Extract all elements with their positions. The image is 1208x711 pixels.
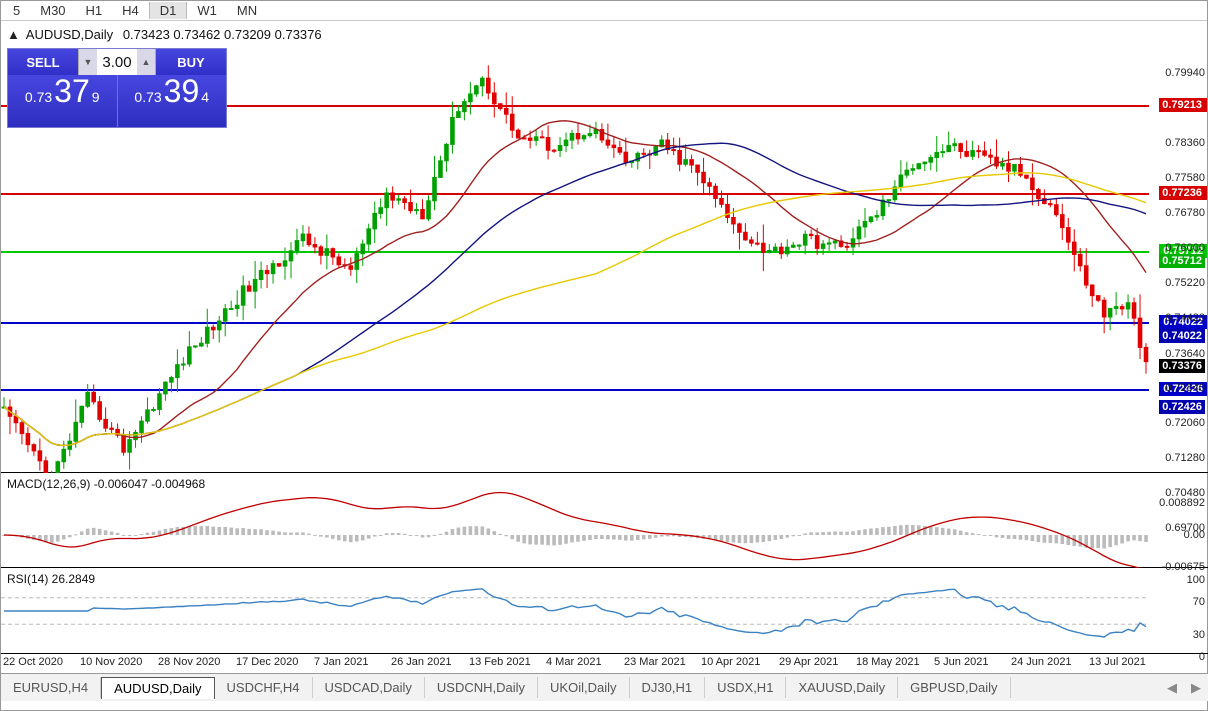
price-tick: 0.79940 — [1165, 67, 1205, 79]
price-tick: 0.72840 — [1165, 382, 1205, 394]
timeframe-w1[interactable]: W1 — [187, 2, 227, 19]
symbol-tab-gbpusd-daily[interactable]: GBPUSD,Daily — [898, 677, 1010, 698]
macd-panel: MACD(12,26,9) -0.006047 -0.004968 0.0088… — [1, 473, 1208, 568]
rsi-title: RSI(14) 26.2849 — [7, 572, 95, 586]
date-axis-tick: 13 Feb 2021 — [469, 656, 531, 668]
sell-button[interactable]: SELL — [8, 49, 78, 75]
symbol-tab-xauusd-daily[interactable]: XAUUSD,Daily — [786, 677, 898, 698]
date-axis-tick: 13 Jul 2021 — [1089, 656, 1146, 668]
price-tick: 0.76000 — [1165, 242, 1205, 254]
macd-axis-tick: 0.008892 — [1159, 497, 1205, 509]
rsi-axis-tick: 100 — [1187, 574, 1205, 586]
timeframe-m30[interactable]: M30 — [30, 2, 75, 19]
date-axis-tick: 10 Apr 2021 — [701, 656, 760, 668]
rsi-axis-tick: 70 — [1193, 596, 1205, 608]
price-tick: 0.72060 — [1165, 417, 1205, 429]
price-tick: 0.79213 — [1159, 98, 1205, 112]
timeframe-mn[interactable]: MN — [227, 2, 267, 19]
date-axis-tick: 26 Jan 2021 — [391, 656, 452, 668]
timeframe-d1[interactable]: D1 — [149, 2, 188, 19]
buy-button[interactable]: BUY — [156, 49, 226, 75]
price-axis: 0.79940 0.79213 0.78360 0.77580 0.77236 0.767… — [1147, 21, 1207, 472]
order-panel: SELL ▼ 3.00 ▲ BUY 0.73 37 9 0.73 39 4 — [7, 48, 227, 128]
symbol-tab-eurusd-h4[interactable]: EURUSD,H4 — [1, 677, 101, 698]
date-axis: 22 Oct 2020 10 Nov 2020 28 Nov 2020 17 Dec … — [1, 654, 1208, 674]
price-tick: 0.77580 — [1165, 172, 1205, 184]
price-tick: 0.72426 — [1159, 400, 1205, 414]
price-tick: 0.75712 — [1159, 254, 1205, 268]
price-tick: 0.76780 — [1165, 207, 1205, 219]
ohlc-values: 0.73423 0.73462 0.73209 0.73376 — [123, 27, 322, 42]
collapse-icon[interactable]: ▲ — [7, 27, 20, 42]
chart-header: ▲ AUDUSD,Daily 0.73423 0.73462 0.73209 0… — [7, 27, 322, 42]
price-tick: 0.74022 — [1159, 329, 1205, 343]
tab-scroll-controls: ◀ ▶ — [1167, 680, 1201, 696]
symbol-tab-usdcad-daily[interactable]: USDCAD,Daily — [313, 677, 425, 698]
sell-price-display[interactable]: 0.73 37 9 — [8, 75, 118, 127]
symbol-tabs-bar: EURUSD,H4 AUDUSD,Daily USDCHF,H4 USDCAD,Dai… — [1, 674, 1208, 701]
rsi-axis-tick: 30 — [1193, 629, 1205, 641]
symbol-tab-usdx-h1[interactable]: USDX,H1 — [705, 677, 786, 698]
lot-size-input[interactable]: ▼ 3.00 ▲ — [78, 49, 156, 75]
scroll-left-icon[interactable]: ◀ — [1167, 680, 1177, 696]
date-axis-tick: 17 Dec 2020 — [236, 656, 298, 668]
lot-increase-button[interactable]: ▲ — [137, 49, 155, 75]
timeframe-h1[interactable]: H1 — [76, 2, 113, 19]
price-tick: 0.74420 — [1165, 312, 1205, 324]
price-chart-panel: ▲ AUDUSD,Daily 0.73423 0.73462 0.73209 0… — [1, 21, 1208, 473]
macd-axis: 0.008892 0.00 -0.00675 — [1147, 473, 1207, 567]
symbol-tab-ukoil-daily[interactable]: UKOil,Daily — [538, 677, 629, 698]
symbol-tab-dj30-h1[interactable]: DJ30,H1 — [630, 677, 706, 698]
date-axis-tick: 4 Mar 2021 — [546, 656, 602, 668]
date-axis-tick: 29 Apr 2021 — [779, 656, 838, 668]
trading-platform-window: 5 M30 H1 H4 D1 W1 MN ▲ AUDUSD,Daily 0.73… — [0, 0, 1208, 711]
date-axis-tick: 28 Nov 2020 — [158, 656, 220, 668]
macd-title: MACD(12,26,9) -0.006047 -0.004968 — [7, 477, 205, 491]
rsi-axis: 100 70 30 0 — [1147, 568, 1207, 653]
price-tick: 0.77236 — [1159, 186, 1205, 200]
date-axis-tick: 24 Jun 2021 — [1011, 656, 1072, 668]
timeframe-h4[interactable]: H4 — [112, 2, 149, 19]
price-tick: 0.75220 — [1165, 277, 1205, 289]
symbol-tab-audusd-daily[interactable]: AUDUSD,Daily — [101, 677, 214, 699]
symbol-tab-usdchf-h4[interactable]: USDCHF,H4 — [215, 677, 313, 698]
scroll-right-icon[interactable]: ▶ — [1191, 680, 1201, 696]
price-tick: 0.73376 — [1159, 359, 1205, 373]
symbol-tab-usdcnh-daily[interactable]: USDCNH,Daily — [425, 677, 538, 698]
timeframe-bar: 5 M30 H1 H4 D1 W1 MN — [1, 1, 1207, 21]
date-axis-tick: 23 Mar 2021 — [624, 656, 686, 668]
date-axis-tick: 7 Jan 2021 — [314, 656, 368, 668]
macd-axis-tick: 0.00 — [1184, 529, 1205, 541]
date-axis-tick: 18 May 2021 — [856, 656, 920, 668]
date-axis-tick: 10 Nov 2020 — [80, 656, 142, 668]
price-tick: 0.78360 — [1165, 137, 1205, 149]
lot-decrease-button[interactable]: ▼ — [79, 49, 97, 75]
timeframe-5[interactable]: 5 — [3, 2, 30, 19]
date-axis-tick: 5 Jun 2021 — [934, 656, 988, 668]
rsi-panel: RSI(14) 26.2849 100 70 30 0 — [1, 568, 1208, 654]
date-axis-tick: 22 Oct 2020 — [3, 656, 63, 668]
price-tick: 0.71280 — [1165, 452, 1205, 464]
symbol-label: AUDUSD,Daily — [26, 27, 113, 42]
buy-price-display[interactable]: 0.73 39 4 — [118, 75, 227, 127]
